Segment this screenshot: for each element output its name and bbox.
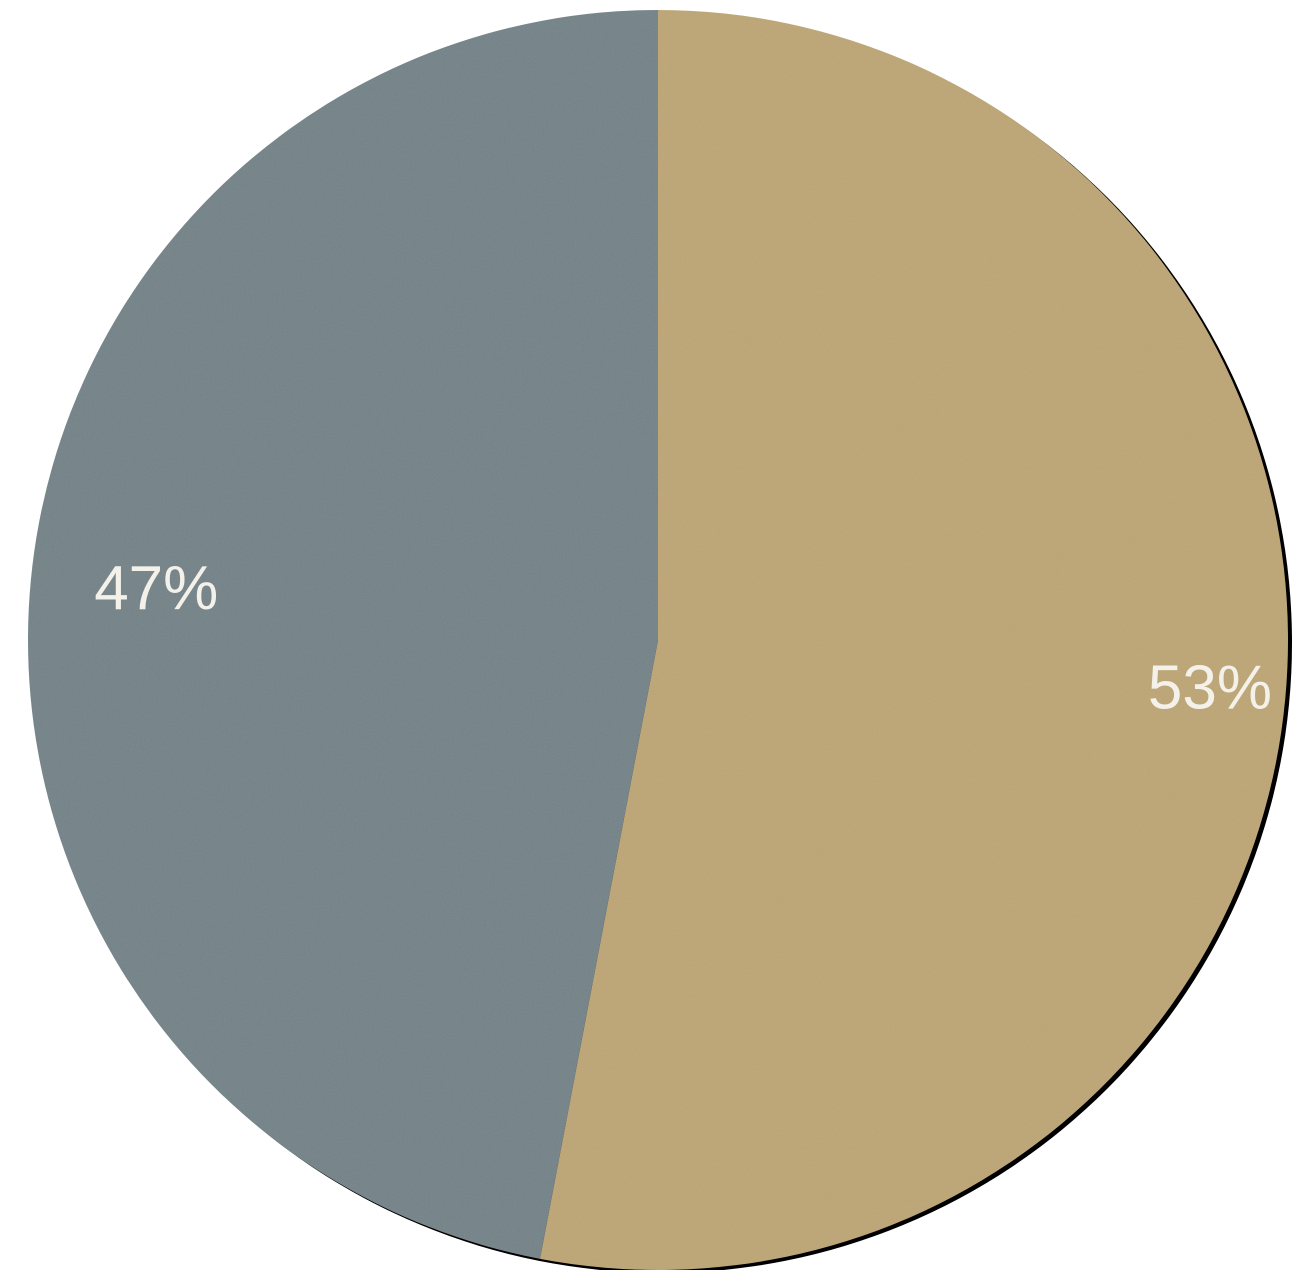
pie-slice-47 [28, 10, 659, 1259]
pie-label-47: 47% [94, 554, 218, 623]
pie-slice-53 [539, 10, 1289, 1270]
pie-labels: 53% 47% [94, 554, 1272, 723]
pie-slices [28, 10, 1292, 1273]
pie-label-53: 53% [1148, 654, 1272, 723]
